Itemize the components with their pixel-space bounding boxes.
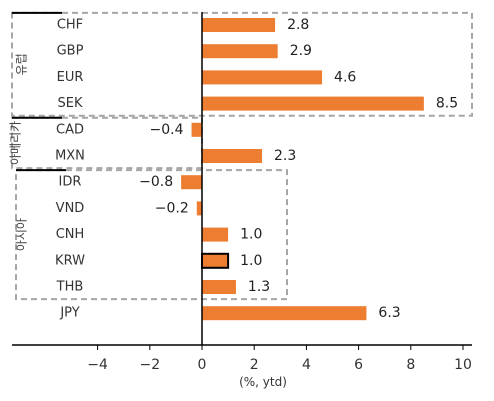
group-label-1: 아메리카	[9, 121, 23, 165]
x-tick-label--2: −2	[139, 357, 160, 373]
value-label-krw: 1.0	[240, 253, 262, 269]
group-label-2: 아시아	[15, 218, 29, 251]
category-label-cnh: CNH	[56, 227, 85, 242]
category-label-eur: EUR	[57, 70, 84, 85]
value-label-vnd: −0.2	[155, 200, 189, 216]
bar-idr	[181, 175, 202, 190]
category-label-vnd: VND	[56, 201, 85, 216]
value-label-cnh: 1.0	[240, 227, 262, 243]
group-box-2	[15, 169, 288, 301]
category-label-krw: KRW	[55, 253, 85, 268]
bar-cad	[191, 122, 202, 137]
category-label-idr: IDR	[59, 175, 82, 190]
category-label-gbp: GBP	[57, 44, 84, 59]
bar-gbp	[202, 44, 278, 59]
bar-eur	[202, 70, 323, 85]
category-label-mxn: MXN	[55, 149, 85, 164]
value-label-jpy: 6.3	[378, 305, 400, 321]
bar-sek	[202, 96, 424, 111]
x-tick-label-8: 8	[406, 357, 415, 373]
value-label-chf: 2.8	[287, 17, 309, 33]
bar-thb	[202, 280, 236, 294]
value-label-gbp: 2.9	[290, 43, 312, 59]
bar-mxn	[202, 149, 263, 163]
x-tick-label-0: 0	[198, 357, 207, 373]
x-tick-label-10: 10	[454, 357, 472, 373]
bar-jpy	[202, 306, 367, 321]
x-tick-label-6: 6	[354, 357, 363, 373]
value-label-idr: −0.8	[139, 174, 173, 190]
bar-krw	[201, 252, 230, 269]
category-label-cad: CAD	[56, 122, 84, 137]
category-label-sek: SEK	[58, 96, 83, 111]
value-label-mxn: 2.3	[274, 148, 296, 164]
bar-vnd	[196, 201, 202, 216]
value-label-sek: 8.5	[436, 96, 458, 112]
x-tick-label-4: 4	[302, 357, 311, 373]
value-label-thb: 1.3	[248, 279, 270, 295]
category-label-jpy: JPY	[59, 306, 79, 321]
x-tick-label-2: 2	[250, 357, 259, 373]
value-label-cad: −0.4	[150, 122, 184, 138]
bar-cnh	[202, 227, 229, 242]
category-label-thb: THB	[56, 280, 84, 295]
group-box-0	[11, 11, 473, 117]
group-label-0: 유럽	[15, 53, 29, 75]
x-tick-label--4: −4	[87, 357, 108, 373]
bar-chf	[202, 18, 276, 32]
value-label-eur: 4.6	[334, 69, 356, 85]
category-label-chf: CHF	[57, 18, 83, 33]
x-axis-label: (%, ytd)	[239, 375, 287, 389]
